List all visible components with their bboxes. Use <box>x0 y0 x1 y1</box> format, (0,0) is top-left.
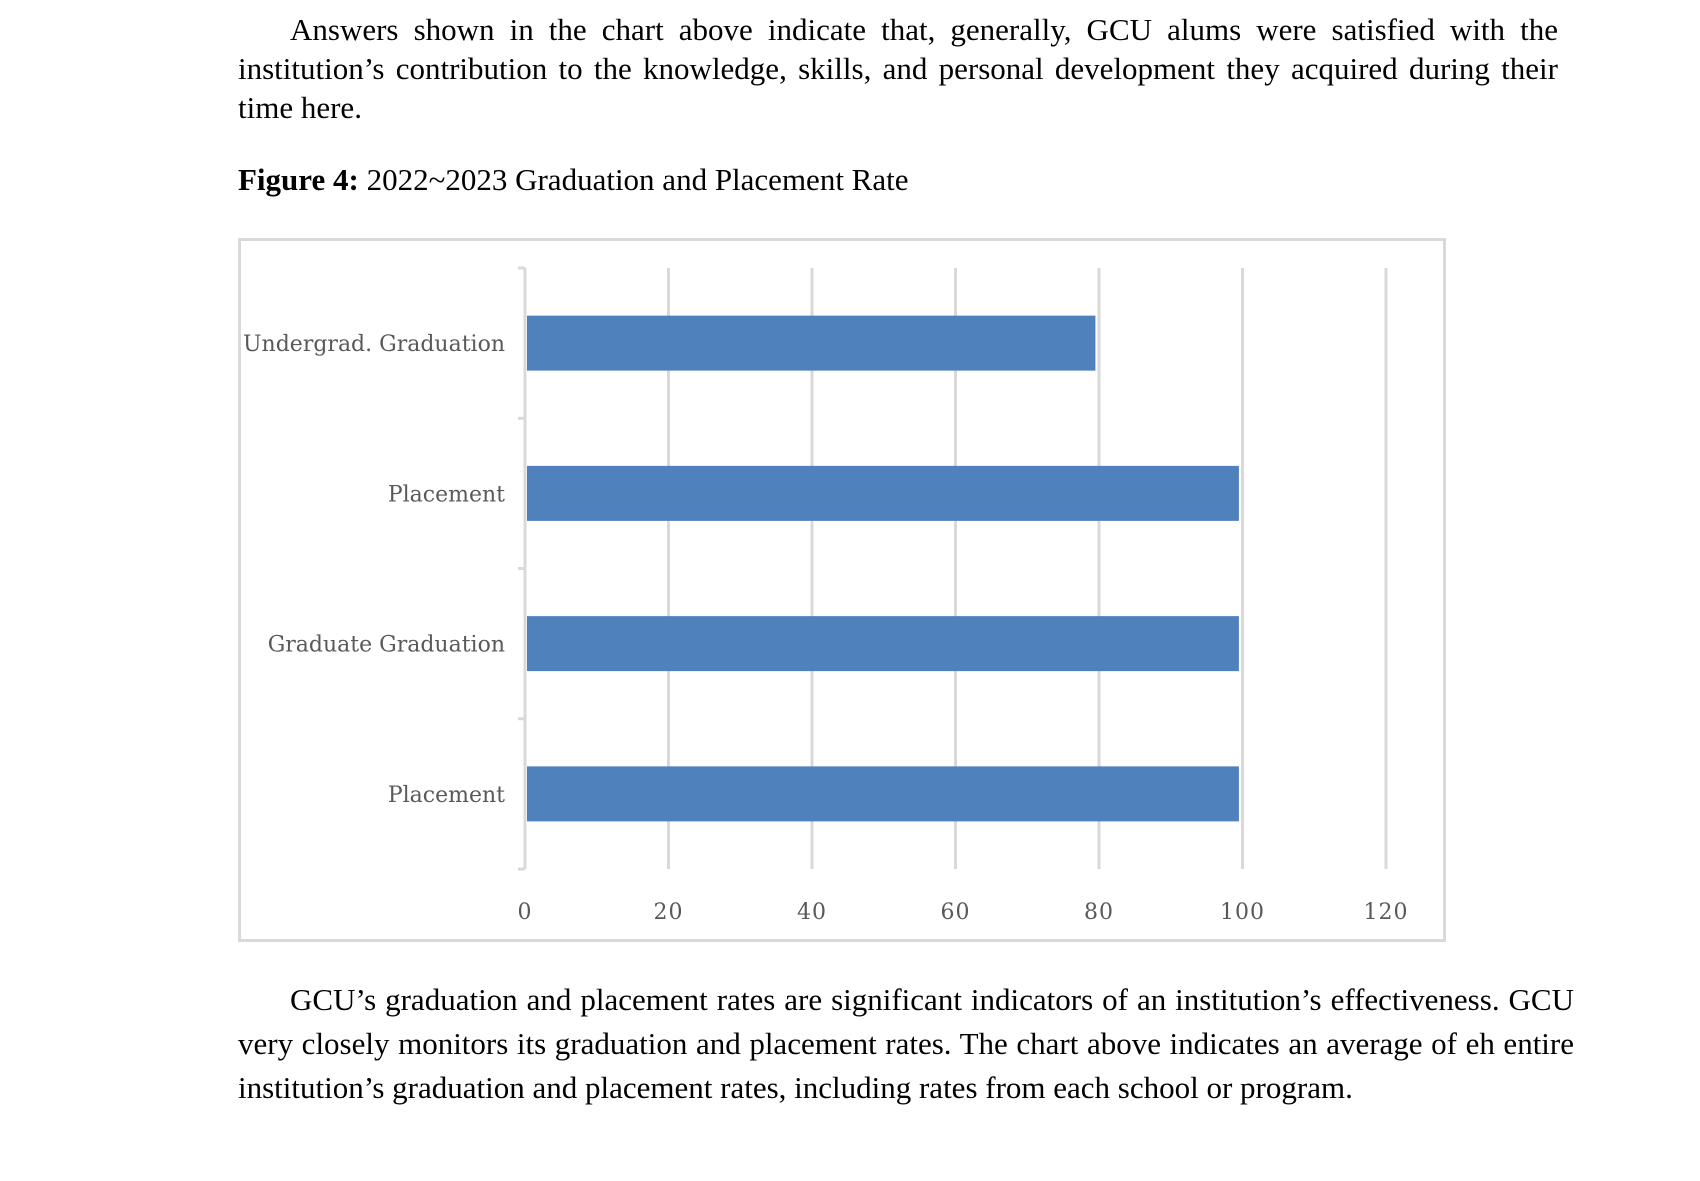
x-tick-label: 100 <box>1220 900 1265 925</box>
bar-3 <box>527 616 1239 672</box>
bar-chart: Undergrad. Graduation Placement Graduate G… <box>243 266 1409 925</box>
x-tick-label: 0 <box>518 900 533 925</box>
x-tick-label: 120 <box>1364 900 1409 925</box>
bar-1 <box>527 315 1096 371</box>
x-tick-label: 80 <box>1084 900 1114 925</box>
category-label: Placement <box>388 783 505 808</box>
figure-title: 2022~2023 Graduation and Placement Rate <box>366 162 909 197</box>
x-tick-label: 40 <box>797 900 827 925</box>
category-label: Placement <box>388 482 505 507</box>
paragraph-bottom: GCU’s graduation and placement rates are… <box>238 982 1574 1105</box>
x-tick-label: 60 <box>941 900 971 925</box>
bar-2 <box>527 465 1239 521</box>
category-label: Graduate Graduation <box>268 633 505 658</box>
paragraph-top: Answers shown in the chart above indicat… <box>238 12 1558 125</box>
x-tick-label: 20 <box>654 900 684 925</box>
figure-label: Figure 4: <box>238 162 359 197</box>
category-label: Undergrad. Graduation <box>243 332 505 357</box>
chart-frame: Undergrad. Graduation Placement Graduate G… <box>238 238 1446 942</box>
bar-4 <box>527 766 1239 822</box>
figure-caption: Figure 4: 2022~2023 Graduation and Place… <box>238 160 909 200</box>
